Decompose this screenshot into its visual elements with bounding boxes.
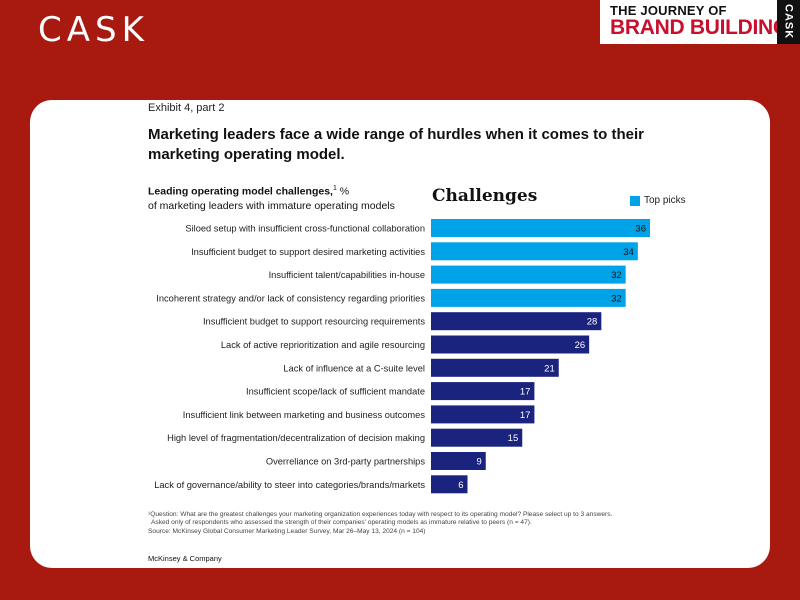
chart-title: Challenges	[432, 186, 538, 206]
bar	[431, 242, 638, 261]
footnote-line-1: ¹Question: What are the greatest challen…	[148, 511, 613, 518]
category-label: Insufficient link between marketing and …	[183, 410, 426, 420]
category-label: Insufficient talent/capabilities in-hous…	[269, 270, 425, 280]
bar-value-label: 17	[520, 387, 531, 398]
bar	[431, 428, 523, 447]
brand-line-2: BRAND BUILDING	[610, 16, 789, 39]
category-label: Insufficient budget to support desired m…	[191, 247, 425, 257]
bar-value-label: 34	[623, 247, 634, 258]
brand-banner: THE JOURNEY OF BRAND BUILDING CASK	[600, 0, 800, 44]
footnote: ¹Question: What are the greatest challen…	[148, 511, 708, 536]
chart-subtitle-unit: %	[336, 185, 350, 198]
bar	[431, 219, 650, 237]
chart-subtitle: Leading operating model challenges,1 % o…	[148, 182, 395, 213]
bar	[431, 405, 535, 424]
bar	[431, 382, 535, 401]
category-label: Incoherent strategy and/or lack of consi…	[156, 293, 425, 303]
category-label: Overreliance on 3rd-party partnerships	[266, 457, 426, 467]
legend-label: Top picks	[644, 195, 686, 206]
brand-side-tab: CASK	[777, 0, 800, 44]
bar-value-label: 15	[508, 433, 519, 444]
category-label: High level of fragmentation/decentraliza…	[167, 433, 425, 443]
exhibit-card: Exhibit 4, part 2 Marketing leaders face…	[30, 100, 770, 568]
footnote-source: Source: McKinsey Global Consumer Marketi…	[148, 527, 426, 535]
exhibit-headline: Marketing leaders face a wide range of h…	[148, 126, 644, 163]
category-label: Lack of influence at a C-suite level	[283, 363, 425, 373]
bar-value-label: 6	[458, 480, 463, 491]
bar	[431, 288, 626, 307]
bar-value-label: 28	[587, 317, 598, 328]
category-label: Lack of governance/ability to steer into…	[154, 480, 425, 490]
footnote-line-2: Asked only of respondents who assessed t…	[151, 519, 532, 527]
legend-swatch	[630, 195, 640, 206]
category-label: Siloed setup with insufficient cross-fun…	[185, 224, 425, 234]
bar-value-label: 9	[476, 457, 481, 468]
brand-side-text: CASK	[782, 4, 795, 40]
bar	[431, 265, 626, 284]
chart-subtitle-footnote-mark: 1	[332, 185, 337, 192]
chart-subtitle-bold: Leading operating model challenges,	[148, 185, 333, 198]
bar-value-label: 26	[575, 340, 586, 351]
bar-value-label: 36	[635, 224, 646, 235]
bar-value-label: 32	[611, 293, 622, 304]
bar-chart: Siloed setup with insufficient cross-fun…	[154, 219, 650, 494]
bar-value-label: 17	[520, 410, 531, 421]
bar	[431, 475, 468, 494]
brand-box: THE JOURNEY OF BRAND BUILDING	[600, 0, 789, 44]
bar	[431, 452, 486, 470]
brand-line-1: THE JOURNEY OF	[610, 3, 727, 18]
bar-value-label: 21	[544, 363, 555, 374]
category-label: Insufficient budget to support resourcin…	[203, 317, 425, 327]
chart-subtitle-line2: of marketing leaders with immature opera…	[148, 199, 395, 212]
cask-logo: CASK	[38, 10, 149, 50]
chart-legend: Top picks	[630, 195, 686, 206]
company-credit: McKinsey & Company	[148, 554, 222, 563]
category-label: Lack of active reprioritization and agil…	[221, 340, 425, 350]
bar	[431, 358, 559, 377]
category-label: Insufficient scope/lack of sufficient ma…	[246, 387, 425, 397]
bar-value-label: 32	[611, 270, 622, 281]
exhibit-label: Exhibit 4, part 2	[148, 102, 225, 114]
bar	[431, 335, 590, 354]
bar	[431, 312, 602, 331]
